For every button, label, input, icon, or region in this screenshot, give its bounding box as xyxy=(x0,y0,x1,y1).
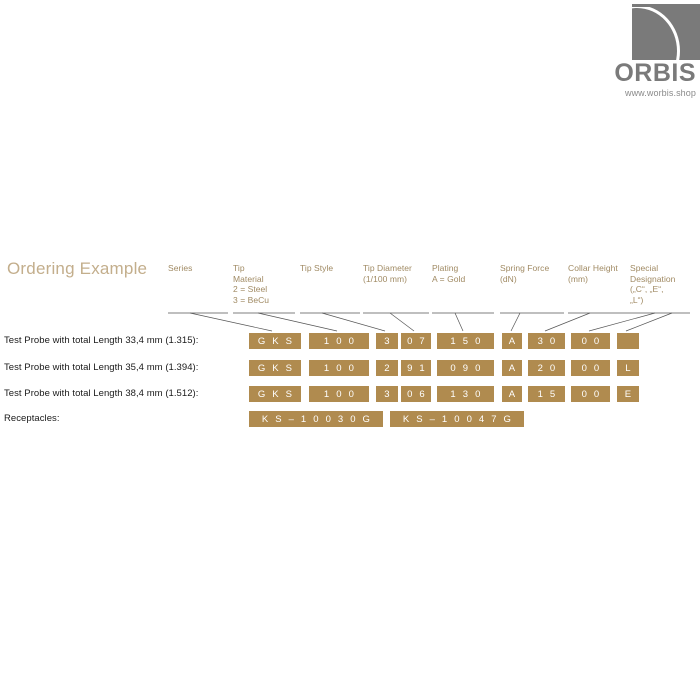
code-cell: A xyxy=(502,360,522,376)
logo-wordmark: ORBIS xyxy=(614,59,696,87)
code-cell: 0 9 0 xyxy=(437,360,494,376)
column-header-line: (dN) xyxy=(500,273,517,284)
code-cell: 1 5 xyxy=(528,386,565,402)
column-header-line: „L“) xyxy=(630,294,644,305)
leader-line xyxy=(189,312,273,332)
code-cell: 1 0 0 xyxy=(309,360,369,376)
column-header-line: Designation xyxy=(630,273,676,284)
column-header-line: Tip Diameter xyxy=(363,263,412,273)
code-cell: E xyxy=(617,386,639,402)
code-cell: 3 xyxy=(376,386,398,402)
code-cell: 1 3 0 xyxy=(437,386,494,402)
leader-line xyxy=(257,312,338,332)
column-header-line: A = Gold xyxy=(432,273,466,284)
column-header-line: Special xyxy=(630,263,659,273)
column-header-series: Series xyxy=(168,263,228,274)
code-cell: A xyxy=(502,333,522,349)
column-header-line: Tip Style xyxy=(300,263,334,273)
code-cell: A xyxy=(502,386,522,402)
code-cell: 1 5 0 xyxy=(437,333,494,349)
orbis-logo: ORBIS www.worbis.shop xyxy=(604,4,700,100)
column-header-line: 2 = Steel xyxy=(233,284,268,294)
column-header-line: (mm) xyxy=(568,273,589,284)
row-label: Receptacles: xyxy=(4,413,60,424)
column-header-special-designation: Special Designation („C“, „E“, „L“) xyxy=(630,263,696,305)
column-header-plating: Plating A = Gold xyxy=(432,263,494,284)
logo-url: www.worbis.shop xyxy=(624,88,696,98)
code-cell: 1 0 0 xyxy=(309,333,369,349)
code-cell: 1 0 0 xyxy=(309,386,369,402)
code-cell: 2 xyxy=(376,360,398,376)
column-header-line: Tip xyxy=(233,263,245,273)
leader-line xyxy=(389,312,415,332)
row-label: Test Probe with total Length 33,4 mm (1.… xyxy=(4,335,199,346)
code-cell: G K S xyxy=(249,333,301,349)
leader-line xyxy=(588,312,656,332)
leader-line xyxy=(625,312,673,332)
code-cell: L xyxy=(617,360,639,376)
column-header-spring-force: Spring Force (dN) xyxy=(500,263,564,284)
code-cell xyxy=(617,333,639,349)
column-header-line: Plating xyxy=(432,263,459,273)
code-cell: 3 0 xyxy=(528,333,565,349)
leader-line xyxy=(454,312,464,332)
column-header-collar-height: Collar Height (mm) xyxy=(568,263,630,284)
code-cell: K S – 1 0 0 3 0 G xyxy=(249,411,383,427)
row-label: Test Probe with total Length 38,4 mm (1.… xyxy=(4,388,199,399)
code-cell: K S – 1 0 0 4 7 G xyxy=(390,411,524,427)
code-cell: 3 xyxy=(376,333,398,349)
logo-arc-mask xyxy=(632,4,688,7)
column-header-tip-style: Tip Style xyxy=(300,263,360,274)
code-cell: 0 6 xyxy=(401,386,431,402)
leader-line xyxy=(544,312,591,332)
code-cell: 0 0 xyxy=(571,360,610,376)
row-label: Test Probe with total Length 35,4 mm (1.… xyxy=(4,362,199,373)
code-cell: 0 7 xyxy=(401,333,431,349)
code-cell: G K S xyxy=(249,386,301,402)
logo-mark-icon xyxy=(632,4,700,60)
column-header-line: Collar Height xyxy=(568,263,618,273)
column-header-line: Series xyxy=(168,263,193,273)
column-header-line: (1/100 mm) xyxy=(363,273,407,284)
column-header-tip-diameter: Tip Diameter (1/100 mm) xyxy=(363,263,429,284)
code-cell: 0 0 xyxy=(571,386,610,402)
column-header-line: 3 = BeCu xyxy=(233,294,270,305)
code-cell: 9 1 xyxy=(401,360,431,376)
leader-line xyxy=(510,312,521,332)
column-header-line: Material xyxy=(233,273,264,284)
page-title: Ordering Example xyxy=(7,259,148,278)
column-header-line: Spring Force xyxy=(500,263,550,273)
code-cell: 0 0 xyxy=(571,333,610,349)
leader-line xyxy=(321,312,386,332)
column-header-tip-material: Tip Material 2 = Steel 3 = BeCu xyxy=(233,263,295,305)
code-cell: G K S xyxy=(249,360,301,376)
code-cell: 2 0 xyxy=(528,360,565,376)
column-header-line: („C“, „E“, xyxy=(630,284,664,294)
